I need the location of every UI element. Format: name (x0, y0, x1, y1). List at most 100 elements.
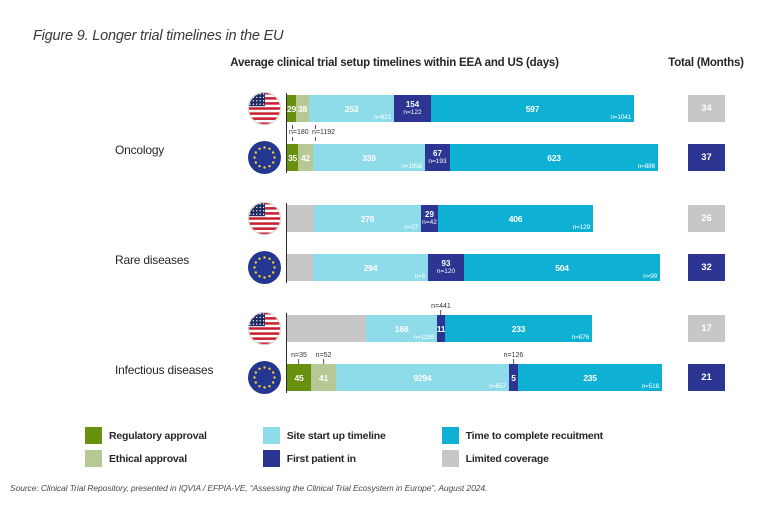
segment-value: 597 (525, 103, 540, 114)
stacked-bar: 35 42 339 n=1958 67 n=193 623 n=886 (287, 144, 672, 171)
total-months-eu: 37 (688, 144, 725, 171)
segment-n-count: n=5 (414, 273, 426, 280)
stacked-bar: 294 n=5 93 n=120 504 n=99 (287, 254, 672, 281)
segment-value: 11 (436, 323, 446, 334)
segment-recruitment: 235 n=518 (518, 364, 662, 391)
group-oncology: Oncology 29 38 253 n=821 154 n=122 597 n=1041 34 3… (0, 92, 768, 174)
callout-annotation: n=52 (316, 352, 331, 364)
segment-site_startup: 339 n=1958 (313, 144, 425, 171)
segment-limited (287, 205, 314, 232)
segment-value: 38 (297, 103, 308, 114)
legend-label: Site start up timeline (286, 429, 386, 442)
total-months-eu: 32 (688, 254, 725, 281)
segment-value: 235 (583, 372, 597, 383)
between-annotation: n=1192 (312, 122, 335, 144)
group-rows: n=441 168 n=1189 11 233 n=876 17 n=35 n=52 n=126 4… (248, 303, 725, 394)
legend-swatch-site_startup-icon (262, 427, 280, 444)
segment-value: 276 (360, 213, 375, 224)
bar-row-us: 276 n=37 29 n=42 406 n=129 26 (248, 202, 725, 235)
category-label: Infectious diseases (115, 363, 214, 377)
group-rows: 276 n=37 29 n=42 406 n=129 26 294 n=5 93 n=120 504 n… (248, 202, 725, 284)
segment-value: 9294 (413, 372, 432, 383)
axis-line (286, 313, 287, 393)
segment-regulatory: 45 (287, 364, 311, 391)
bar-area: 35 42 339 n=1958 67 n=193 623 n=886 (287, 144, 672, 171)
axis-line (286, 203, 287, 283)
segment-n-count: n=821 (373, 114, 391, 121)
segment-n-count: n=37 (404, 224, 418, 231)
group-infectious-diseases: Infectious diseases n=441 168 n=1189 11 233 n=… (0, 303, 768, 394)
bar-area: n=441 168 n=1189 11 233 n=876 (287, 303, 672, 342)
source-note: Source: Clinical Trial Repository, prese… (10, 483, 488, 493)
segment-ethical: 42 (298, 144, 313, 171)
figure-title: Figure 9. Longer trial timelines in the … (33, 28, 284, 44)
total-months-us: 34 (688, 95, 725, 122)
total-months-eu: 21 (688, 364, 725, 391)
bar-row-eu: 294 n=5 93 n=120 504 n=99 32 (248, 251, 725, 284)
legend-swatch-ethical-icon (85, 450, 102, 467)
stacked-bar: 168 n=1189 11 233 n=876 (287, 315, 672, 342)
total-months-us: 17 (688, 315, 725, 342)
segment-first_patient: 11 (437, 315, 445, 342)
legend-item-regulatory: Regulatory approval (85, 427, 249, 444)
legend-swatch-recruitment-icon (441, 427, 459, 444)
segment-first_patient: 93 n=120 (428, 254, 464, 281)
segment-n-count: n=129 (572, 224, 590, 231)
category-label: Oncology (115, 143, 165, 157)
legend-label: Ethical approval (109, 452, 187, 465)
segment-regulatory: 29 (287, 95, 296, 122)
segment-n-count: n=1189 (413, 334, 434, 341)
segment-value: 35 (287, 152, 298, 163)
stacked-bar: 29 38 253 n=821 154 n=122 597 n=1041 (287, 95, 672, 122)
group-rows: 29 38 253 n=821 154 n=122 597 n=1041 34 35 42 339 n=… (248, 92, 725, 174)
segment-n-count: n=99 (643, 273, 657, 280)
bar-row-us: n=441 168 n=1189 11 233 n=876 17 (248, 303, 725, 345)
legend-swatch-limited-icon (441, 450, 459, 467)
segment-value: 29 (286, 103, 297, 114)
bar-area: 276 n=37 29 n=42 406 n=129 (287, 205, 672, 232)
bar-row-eu: 35 42 339 n=1958 67 n=193 623 n=886 37 (248, 141, 725, 174)
bar-area: n=35 n=52 n=126 45 41 9294 n=657 5 235 n=518 (287, 352, 672, 391)
segment-recruitment: 597 n=1041 (431, 95, 634, 122)
segment-recruitment: 406 n=129 (438, 205, 593, 232)
segment-site_startup: 276 n=37 (314, 205, 421, 232)
legend: Regulatory approval Ethical approval Site … (85, 427, 645, 467)
segment-first_patient: 5 (509, 364, 518, 391)
legend-item-limited: Limited coverage (441, 450, 645, 467)
total-months-us: 26 (688, 205, 725, 232)
eu-flag-icon (248, 251, 281, 284)
legend-label: Time to complete recuitment (465, 429, 604, 442)
bar-row-us: 29 38 253 n=821 154 n=122 597 n=1041 34 (248, 92, 725, 125)
segment-n-count: n=876 (571, 334, 589, 341)
legend-swatch-regulatory-icon (85, 427, 102, 444)
between-annotation: n=180 (289, 122, 309, 144)
stacked-bar: 45 41 9294 n=657 5 235 n=518 (287, 364, 672, 391)
segment-first_patient: 67 n=193 (425, 144, 450, 171)
stacked-bar: 276 n=37 29 n=42 406 n=129 (287, 205, 672, 232)
segment-limited (287, 315, 366, 342)
segment-value: 5 (511, 372, 516, 383)
segment-first_patient: 154 n=122 (394, 95, 431, 122)
legend-label: Limited coverage (465, 452, 549, 465)
segment-n-count: n=657 (488, 383, 506, 390)
legend-item-ethical: Ethical approval (85, 450, 249, 467)
callout-annotation: n=126 (504, 352, 523, 364)
segment-n-count: n=886 (637, 163, 655, 170)
segment-site_startup: 253 n=821 (309, 95, 394, 122)
legend-item-site_startup: Site start up timeline (262, 427, 428, 444)
column-headers: Average clinical trial setup timelines w… (0, 57, 768, 75)
segment-n-count: n=1041 (610, 114, 631, 121)
us-flag-icon (248, 312, 281, 345)
segment-value: 233 (511, 323, 526, 334)
legend-item-recruitment: Time to complete recuitment (441, 427, 645, 444)
eu-flag-icon (248, 141, 281, 174)
category-label: Rare diseases (115, 253, 190, 267)
legend-label: Regulatory approval (109, 429, 207, 442)
segment-ethical: 41 (311, 364, 336, 391)
segment-value: 339 (362, 152, 376, 163)
bar-area: 29 38 253 n=821 154 n=122 597 n=1041 (287, 95, 672, 122)
segment-limited (287, 254, 313, 281)
segment-value: 504 (555, 262, 569, 273)
segment-site_startup: 9294 n=657 (336, 364, 509, 391)
